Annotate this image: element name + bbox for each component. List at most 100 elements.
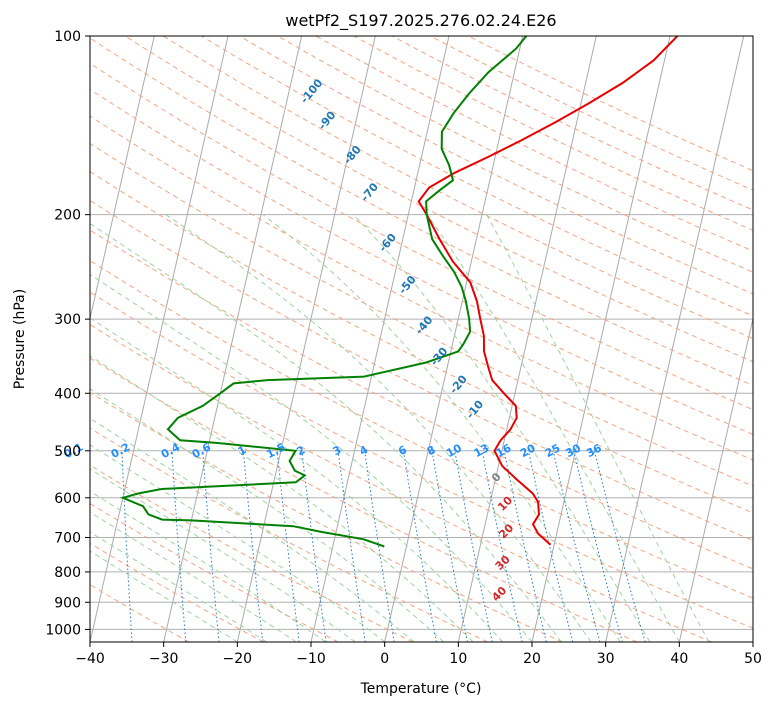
x-tick-label: 30: [597, 651, 615, 667]
mixing-ratio-label: 1.5: [264, 440, 287, 461]
dry-adiabat-line: [162, 36, 753, 340]
mixing-ratio-line: [337, 450, 366, 642]
isotherm-line: [678, 316, 753, 642]
dry-adiabat-line: [124, 36, 753, 363]
dry-adiabat-line: [90, 584, 190, 642]
mixing-ratio-line: [276, 450, 300, 642]
dry-adiabat-line: [90, 291, 753, 629]
dry-adiabat-label: -100: [298, 76, 326, 106]
mixing-ratio-label: 0.4: [159, 440, 183, 461]
dry-adiabat-line: [90, 88, 753, 435]
x-axis-title: Temperature (°C): [360, 681, 482, 697]
dry-adiabat-label: -90: [316, 108, 339, 132]
dry-adiabat-line: [90, 542, 264, 642]
x-tick-label: −30: [149, 651, 179, 667]
isotherm-line: [90, 36, 229, 642]
mixing-ratio-line: [242, 450, 264, 642]
mixing-ratio-label: 20: [518, 441, 538, 460]
dry-adiabat-line: [90, 391, 563, 642]
y-axis-ticks: 100 200 300 400 500 600 700 800 900 1000: [45, 29, 90, 638]
dry-adiabat-label: -50: [396, 273, 419, 297]
x-axis-ticks: −40 −30 −20 −10 0 10 20 30 40 50: [75, 642, 762, 667]
mixing-ratio-label: 0.6: [190, 440, 214, 461]
mixing-ratio-label: 10: [444, 441, 464, 460]
chart-title: wetPf2_S197.2025.276.02.24.E26: [285, 11, 556, 31]
x-tick-label: 50: [744, 651, 762, 667]
mixing-ratio-label: 16: [494, 441, 514, 460]
moist-adiabat-line: [90, 417, 415, 642]
moist-adiabat-line: [165, 214, 592, 642]
x-tick-label: −10: [296, 651, 326, 667]
dry-adiabat-line: [353, 36, 753, 231]
dry-adiabat-line: [90, 199, 753, 542]
isotherm-line: [605, 36, 745, 642]
mixing-ratio-line: [481, 450, 523, 642]
moist-adiabat-line: [262, 214, 621, 642]
isotherm-line: [0, 36, 7, 642]
y-tick-label: 500: [54, 444, 81, 460]
isotherm-line: [163, 36, 303, 642]
mixing-ratio-line: [552, 450, 601, 642]
x-tick-label: 10: [449, 651, 467, 667]
y-tick-label: 200: [54, 208, 81, 224]
moist-adiabat-label: 10: [495, 494, 515, 514]
y-tick-label: 400: [54, 386, 81, 402]
dry-adiabat-label: -20: [447, 372, 470, 396]
dry-adiabat-line: [468, 36, 753, 172]
dry-adiabat-line: [201, 36, 753, 317]
isotherm-line: [752, 639, 753, 642]
plot-frame: [89, 35, 754, 643]
moist-adiabat-line: [90, 531, 268, 642]
isotherm-line: [457, 36, 597, 642]
dry-adiabat-label: -40: [413, 313, 436, 337]
mixing-ratio-line: [121, 450, 133, 642]
dry-adiabat-line: [90, 260, 753, 599]
moist-adiabat-line: [486, 214, 710, 642]
dry-adiabat-line: [90, 62, 753, 411]
moist-adiabat-line: [90, 468, 356, 642]
y-tick-label: 100: [54, 29, 81, 45]
dry-adiabat-line: [90, 357, 638, 642]
dewpoint-line: [119, 36, 528, 548]
moist-adiabat-line: [90, 490, 326, 642]
moist-adiabat-line: [426, 214, 680, 642]
dry-adiabat-label: -30: [428, 345, 451, 369]
x-tick-label: 20: [523, 651, 541, 667]
moist-adiabat-line: [90, 444, 385, 642]
y-tick-label: 700: [54, 531, 81, 547]
dry-adiabat-line: [90, 229, 753, 570]
y-tick-label: 600: [54, 491, 81, 507]
y-axis-title: Pressure (hPa): [12, 289, 28, 389]
mixing-ratio-line: [573, 450, 623, 642]
moist-adiabat-line: [90, 223, 562, 642]
x-tick-label: 40: [670, 651, 688, 667]
mixing-ratio-line: [301, 450, 327, 642]
moist-adiabat-line: [90, 317, 503, 642]
profile-lines-layer: [119, 36, 679, 548]
x-tick-label: −20: [223, 651, 253, 667]
grid-layer: [0, 36, 753, 642]
mixing-ratio-line: [503, 450, 547, 642]
mixing-ratio-line: [171, 450, 187, 642]
dry-adiabat-line: [90, 142, 753, 487]
dry-adiabat-label: -80: [341, 143, 364, 167]
dry-adiabat-line: [90, 171, 753, 514]
dry-adiabat-line: [90, 427, 488, 642]
isotherm-line: [90, 36, 155, 321]
mixing-ratio-label: 13: [472, 441, 492, 460]
moist-adiabat-label: 40: [489, 584, 509, 604]
isotherm-line: [236, 36, 376, 642]
y-tick-label: 800: [54, 565, 81, 581]
moist-adiabat-line: [352, 214, 651, 642]
x-tick-label: 0: [380, 651, 389, 667]
dry-adiabat-label: -10: [464, 398, 487, 422]
y-tick-label: 1000: [45, 622, 81, 638]
moist-adiabat-label: 30: [493, 553, 513, 573]
mixing-ratio-line: [202, 450, 220, 642]
mixing-ratio-label: 25: [543, 441, 563, 460]
dry-adiabat-line: [90, 115, 753, 461]
dry-adiabat-line: [90, 464, 414, 642]
dry-adiabat-line: [90, 37, 753, 386]
isotherm-line: [531, 36, 671, 642]
